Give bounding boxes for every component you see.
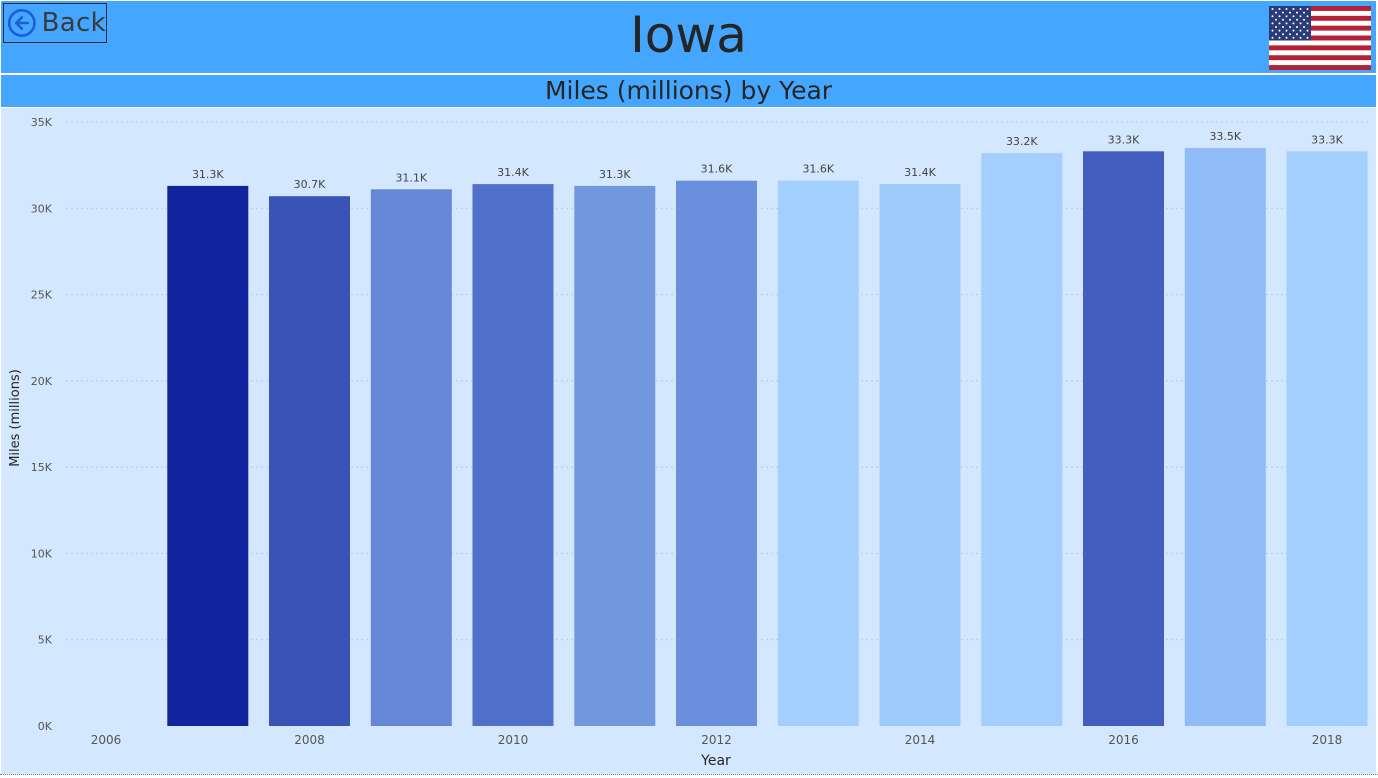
x-axis-title: Year [700, 753, 731, 769]
chart-title: Miles (millions) by Year [1, 75, 1376, 107]
data-label-2017: 33.5K [1209, 130, 1241, 143]
bar-2012[interactable] [676, 180, 757, 726]
bar-2018[interactable] [1286, 151, 1368, 727]
back-button[interactable]: Back [3, 3, 107, 43]
bar-2010[interactable] [472, 184, 554, 727]
page-border [0, 774, 1378, 775]
y-tick-label: 0K [38, 720, 53, 733]
bar-2011[interactable] [574, 185, 656, 726]
y-tick-label: 5K [38, 634, 53, 647]
x-axis-ticks: 2006 2008 2010 2012 2014 2016 2018 [91, 733, 1343, 747]
data-label-2014: 31.4K [904, 166, 936, 179]
bar-2015[interactable] [981, 153, 1063, 727]
x-tick-label: 2010 [498, 733, 529, 747]
data-labels: 31.3K 30.7K 31.1K 31.4K 31.3K 31.6K 31.6K 31.4K… [192, 130, 1344, 191]
data-label-2013: 31.6K [802, 163, 834, 176]
x-tick-label: 2014 [905, 733, 936, 747]
bars [167, 147, 1368, 727]
y-tick-label: 15K [31, 461, 53, 474]
header-bar: Back Iowa [1, 1, 1376, 73]
data-label-2012: 31.6K [701, 163, 733, 176]
back-button-label: Back [41, 8, 106, 38]
data-label-2007: 31.3K [192, 168, 224, 181]
arrow-left-circle-icon [7, 9, 36, 37]
y-tick-label: 25K [31, 289, 53, 302]
bar-2013[interactable] [777, 180, 859, 726]
y-axis-title: Miles (millions) [8, 369, 23, 467]
data-label-2008: 30.7K [294, 178, 326, 191]
data-label-2018: 33.3K [1311, 133, 1343, 146]
y-tick-label: 10K [31, 547, 53, 560]
page-title: Iowa [630, 6, 747, 64]
data-label-2016: 33.3K [1108, 133, 1140, 146]
bar-2016[interactable] [1083, 151, 1164, 727]
x-tick-label: 2006 [91, 733, 122, 747]
bar-2008[interactable] [269, 196, 350, 726]
bar-2014[interactable] [879, 184, 961, 727]
data-label-2015: 33.2K [1006, 135, 1038, 148]
bar-2017[interactable] [1184, 147, 1266, 726]
y-tick-label: 20K [31, 375, 53, 388]
x-tick-label: 2016 [1108, 733, 1139, 747]
x-tick-label: 2012 [701, 733, 732, 747]
x-tick-label: 2018 [1312, 733, 1343, 747]
bar-2007[interactable] [167, 185, 249, 726]
data-label-2010: 31.4K [497, 166, 529, 179]
y-axis-ticks: 0K 5K 10K 15K 20K 25K 30K 35K [31, 116, 53, 733]
y-tick-label: 35K [31, 116, 53, 129]
chart-area: 0K 5K 10K 15K 20K 25K 30K 35K 31.3K 30.7K 31.1K 31… [1, 108, 1376, 774]
bar-2009[interactable] [370, 189, 452, 727]
y-tick-label: 30K [31, 202, 53, 215]
x-tick-label: 2008 [294, 733, 325, 747]
data-label-2011: 31.3K [599, 168, 631, 181]
us-flag-icon [1269, 6, 1371, 70]
data-label-2009: 31.1K [395, 171, 427, 184]
